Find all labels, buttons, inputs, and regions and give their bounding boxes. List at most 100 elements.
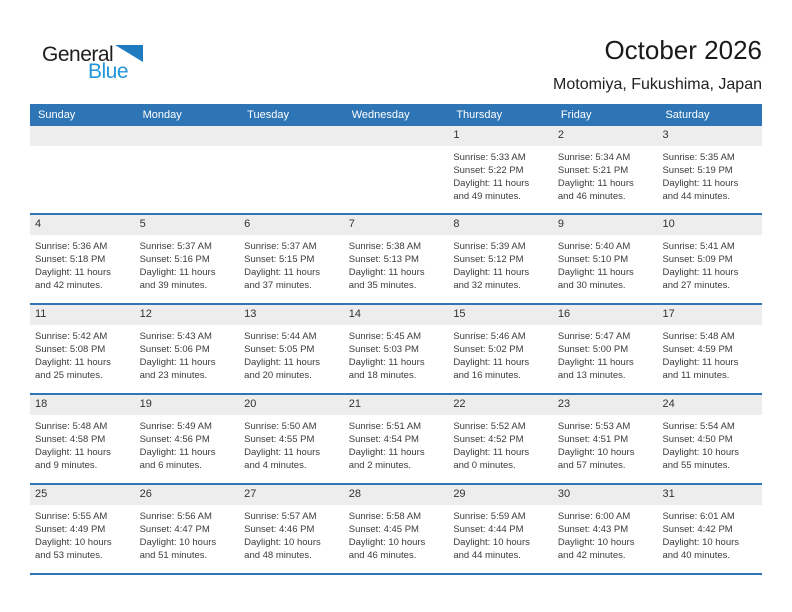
day-sun-info: Sunrise: 6:00 AM Sunset: 4:43 PM Daylight:… <box>557 511 635 561</box>
day-number: 31 <box>657 485 763 505</box>
header-titles: October 2026 Motomiya, Fukushima, Japan <box>553 35 762 94</box>
day-number: 27 <box>239 485 344 505</box>
day-cell-7: 7 Sunrise: 5:38 AM Sunset: 5:13 PM Daylight… <box>343 215 449 303</box>
day-cell-5: 5 Sunrise: 5:37 AM Sunset: 5:16 PM Daylight… <box>134 215 240 303</box>
logo-text-general: General <box>42 43 114 66</box>
day-cell-23: 23 Sunrise: 5:53 AM Sunset: 4:51 PM Dayligh… <box>552 395 658 483</box>
general-blue-logo: General Blue <box>42 43 144 83</box>
day-sun-info: Sunrise: 5:59 AM Sunset: 4:44 PM Daylight:… <box>453 511 530 561</box>
day-number: 28 <box>343 485 449 505</box>
weekday-header-row: Sunday Monday Tuesday Wednesday Thursday… <box>30 104 762 126</box>
day-sun-info: Sunrise: 5:36 AM Sunset: 5:18 PM Daylight:… <box>35 241 111 291</box>
day-number: 1 <box>448 126 553 146</box>
weekday-header-friday: Friday <box>560 109 592 121</box>
day-number: 29 <box>448 485 553 505</box>
day-sun-info: Sunrise: 5:35 AM Sunset: 5:19 PM Daylight:… <box>662 152 739 202</box>
day-sun-info: Sunrise: 5:48 AM Sunset: 4:59 PM Daylight:… <box>662 331 739 381</box>
day-number: 10 <box>657 215 763 235</box>
day-number: 16 <box>552 305 658 325</box>
day-cell-11: 11 Sunrise: 5:42 AM Sunset: 5:08 PM Dayligh… <box>30 305 135 393</box>
day-cell-21: 21 Sunrise: 5:51 AM Sunset: 4:54 PM Dayligh… <box>343 395 449 483</box>
day-number: 13 <box>239 305 344 325</box>
page-subtitle: Motomiya, Fukushima, Japan <box>553 75 762 93</box>
weekday-header-wednesday: Wednesday <box>351 109 410 121</box>
day-cell-1: 1 Sunrise: 5:33 AM Sunset: 5:22 PM Daylight… <box>448 126 553 213</box>
day-sun-info: Sunrise: 5:37 AM Sunset: 5:15 PM Daylight:… <box>244 241 321 291</box>
weekday-header-thursday: Thursday <box>456 109 503 121</box>
day-number: 23 <box>552 395 658 415</box>
day-cell-18: 18 Sunrise: 5:48 AM Sunset: 4:58 PM Dayligh… <box>30 395 135 483</box>
day-number <box>343 126 449 146</box>
day-cell-15: 15 Sunrise: 5:46 AM Sunset: 5:02 PM Dayligh… <box>448 305 553 393</box>
week-row-2: 4 Sunrise: 5:36 AM Sunset: 5:18 PM Daylight… <box>30 213 763 303</box>
day-number: 18 <box>30 395 135 415</box>
day-number: 4 <box>30 215 135 235</box>
day-number: 5 <box>134 215 240 235</box>
day-cell-empty <box>343 126 449 213</box>
day-cell-8: 8 Sunrise: 5:39 AM Sunset: 5:12 PM Daylight… <box>448 215 553 303</box>
day-number <box>134 126 240 146</box>
day-sun-info: Sunrise: 5:40 AM Sunset: 5:10 PM Daylight:… <box>557 241 634 291</box>
logo-text-blue: Blue <box>88 60 129 83</box>
day-sun-info: Sunrise: 5:49 AM Sunset: 4:56 PM Daylight:… <box>139 421 216 471</box>
day-sun-info: Sunrise: 5:43 AM Sunset: 5:06 PM Daylight:… <box>139 331 216 381</box>
day-number <box>30 126 135 146</box>
day-cell-30: 30 Sunrise: 6:00 AM Sunset: 4:43 PM Dayligh… <box>552 485 658 573</box>
day-cell-25: 25 Sunrise: 5:55 AM Sunset: 4:49 PM Dayligh… <box>30 485 135 573</box>
day-number: 3 <box>657 126 763 146</box>
calendar-table: Sunday Monday Tuesday Wednesday Thursday… <box>30 104 763 575</box>
day-cell-26: 26 Sunrise: 5:56 AM Sunset: 4:47 PM Dayligh… <box>134 485 240 573</box>
day-number: 17 <box>657 305 763 325</box>
day-number: 21 <box>343 395 449 415</box>
day-cell-14: 14 Sunrise: 5:45 AM Sunset: 5:03 PM Dayligh… <box>343 305 449 393</box>
day-cell-13: 13 Sunrise: 5:44 AM Sunset: 5:05 PM Dayligh… <box>239 305 344 393</box>
day-sun-info: Sunrise: 6:01 AM Sunset: 4:42 PM Daylight:… <box>662 511 740 561</box>
logo-triangle-icon <box>115 45 144 62</box>
day-sun-info: Sunrise: 5:41 AM Sunset: 5:09 PM Daylight:… <box>662 241 739 291</box>
weekday-header-saturday: Saturday <box>665 109 710 121</box>
weekday-header-monday: Monday <box>142 109 182 121</box>
day-number: 12 <box>134 305 240 325</box>
day-sun-info: Sunrise: 5:33 AM Sunset: 5:22 PM Daylight:… <box>453 152 530 202</box>
page-title: October 2026 <box>604 35 762 65</box>
week-row-3: 11 Sunrise: 5:42 AM Sunset: 5:08 PM Dayligh… <box>30 303 763 393</box>
day-number: 8 <box>448 215 553 235</box>
day-sun-info: Sunrise: 5:52 AM Sunset: 4:52 PM Daylight:… <box>453 421 530 471</box>
week-row-1: 1 Sunrise: 5:33 AM Sunset: 5:22 PM Daylight… <box>30 126 763 213</box>
day-cell-3: 3 Sunrise: 5:35 AM Sunset: 5:19 PM Daylight… <box>657 126 763 213</box>
day-cell-31: 31 Sunrise: 6:01 AM Sunset: 4:42 PM Dayligh… <box>657 485 763 573</box>
day-cell-4: 4 Sunrise: 5:36 AM Sunset: 5:18 PM Daylight… <box>30 215 135 303</box>
day-number: 26 <box>134 485 240 505</box>
weekday-header-sunday: Sunday <box>38 109 76 121</box>
day-cell-16: 16 Sunrise: 5:47 AM Sunset: 5:00 PM Dayligh… <box>552 305 658 393</box>
day-cell-9: 9 Sunrise: 5:40 AM Sunset: 5:10 PM Daylight… <box>552 215 658 303</box>
day-cell-empty <box>30 126 135 213</box>
day-number: 20 <box>239 395 344 415</box>
week-row-4: 18 Sunrise: 5:48 AM Sunset: 4:58 PM Dayligh… <box>30 393 763 483</box>
day-number: 19 <box>134 395 240 415</box>
day-cell-empty <box>239 126 344 213</box>
day-sun-info: Sunrise: 5:54 AM Sunset: 4:50 PM Daylight:… <box>662 421 740 471</box>
day-sun-info: Sunrise: 5:58 AM Sunset: 4:45 PM Daylight:… <box>348 511 426 561</box>
day-sun-info: Sunrise: 5:45 AM Sunset: 5:03 PM Daylight:… <box>348 331 425 381</box>
day-sun-info: Sunrise: 5:48 AM Sunset: 4:58 PM Daylight:… <box>35 421 111 471</box>
day-number: 15 <box>448 305 553 325</box>
day-cell-20: 20 Sunrise: 5:50 AM Sunset: 4:55 PM Dayligh… <box>239 395 344 483</box>
day-number: 25 <box>30 485 135 505</box>
day-cell-29: 29 Sunrise: 5:59 AM Sunset: 4:44 PM Dayligh… <box>448 485 553 573</box>
day-number: 22 <box>448 395 553 415</box>
day-sun-info: Sunrise: 5:34 AM Sunset: 5:21 PM Daylight:… <box>557 152 634 202</box>
day-sun-info: Sunrise: 5:46 AM Sunset: 5:02 PM Daylight:… <box>453 331 530 381</box>
day-sun-info: Sunrise: 5:39 AM Sunset: 5:12 PM Daylight:… <box>453 241 530 291</box>
day-cell-10: 10 Sunrise: 5:41 AM Sunset: 5:09 PM Dayligh… <box>657 215 763 303</box>
day-cell-12: 12 Sunrise: 5:43 AM Sunset: 5:06 PM Dayligh… <box>134 305 240 393</box>
day-sun-info: Sunrise: 5:44 AM Sunset: 5:05 PM Daylight:… <box>244 331 321 381</box>
day-number: 30 <box>552 485 658 505</box>
day-cell-17: 17 Sunrise: 5:48 AM Sunset: 4:59 PM Dayligh… <box>657 305 763 393</box>
weekday-header-tuesday: Tuesday <box>247 109 289 121</box>
day-sun-info: Sunrise: 5:56 AM Sunset: 4:47 PM Daylight:… <box>139 511 217 561</box>
day-number: 9 <box>552 215 658 235</box>
day-sun-info: Sunrise: 5:47 AM Sunset: 5:00 PM Daylight:… <box>557 331 634 381</box>
day-sun-info: Sunrise: 5:53 AM Sunset: 4:51 PM Daylight:… <box>557 421 635 471</box>
